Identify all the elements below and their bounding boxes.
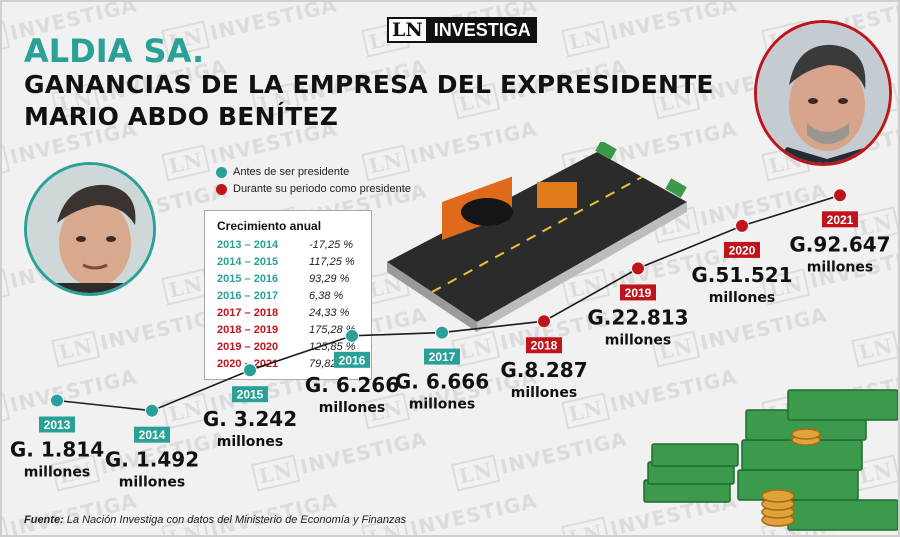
value-label: G. 1.814 (10, 437, 104, 461)
year-tag (39, 416, 75, 433)
growth-period: 2015 – 2016 (217, 273, 279, 285)
portrait-before-icon (24, 162, 156, 296)
year-tag (724, 241, 760, 258)
year-tag (526, 337, 562, 354)
brand-investiga: INVESTIGA (427, 17, 537, 43)
data-point (145, 403, 159, 418)
growth-row: 2014 – 2015 117,25 % (217, 256, 367, 272)
growth-row: 2016 – 2017 6,38 % (217, 290, 367, 306)
year-label: 2018 (531, 339, 558, 353)
title-line-1: GANANCIAS DE LA EMPRESA DEL EXPRESIDENTE (24, 70, 714, 99)
growth-row: 2017 – 2018 24,33 % (217, 307, 367, 323)
value-label: G.22.813 (587, 305, 688, 329)
year-label: 2015 (237, 388, 264, 402)
unit-label: millones (24, 464, 90, 480)
growth-period: 2013 – 2014 (217, 239, 279, 251)
year-label: 2019 (625, 286, 652, 300)
data-point (631, 261, 645, 276)
legend-dot-icon (216, 166, 227, 178)
value-label: G.51.521 (691, 263, 792, 287)
year-tag (822, 211, 858, 228)
title-line-2: MARIO ABDO BENÍTEZ (24, 102, 339, 131)
unit-label: millones (217, 434, 283, 450)
data-point (50, 393, 64, 408)
growth-period: 2019 – 2020 (217, 341, 279, 353)
unit-label: millones (605, 332, 671, 348)
growth-value: 125,85 % (309, 341, 356, 353)
road-construction-icon (387, 142, 687, 332)
year-tag (134, 426, 170, 443)
year-tag (424, 348, 460, 365)
source-note: Fuente: La Nación Investiga con datos de… (24, 514, 406, 526)
growth-table: Crecimiento anual 2013 – 2014 -17,25 % 201… (204, 210, 372, 380)
year-label: 2014 (139, 428, 166, 442)
legend-item-during: Durante su periodo como presidente (216, 183, 411, 195)
year-label: 2020 (729, 243, 756, 257)
data-point (345, 328, 359, 343)
unit-label: millones (807, 259, 873, 275)
growth-row: 2019 – 2020 125,85 % (217, 341, 367, 357)
data-point (833, 188, 847, 203)
company-name: ALDIA SA. (24, 32, 205, 70)
growth-row: 2018 – 2019 175,28 % (217, 324, 367, 340)
value-label: G. 3.242 (203, 407, 297, 431)
value-label: G. 1.492 (105, 448, 199, 472)
year-label: 2013 (44, 418, 71, 432)
unit-label: millones (409, 397, 475, 413)
growth-value: -17,25 % (309, 239, 354, 251)
unit-label: millones (511, 385, 577, 401)
value-label: G.92.647 (789, 232, 890, 256)
unit-label: millones (119, 475, 185, 491)
portrait-during-icon (754, 20, 892, 166)
growth-period: 2014 – 2015 (217, 256, 279, 268)
legend-dot-icon (216, 183, 227, 195)
growth-row: 2013 – 2014 -17,25 % (217, 239, 367, 255)
year-tag (232, 386, 268, 403)
growth-value: 175,28 % (309, 324, 356, 336)
legend-label: Antes de ser presidente (233, 166, 350, 178)
growth-period: 2017 – 2018 (217, 307, 279, 319)
value-label: G. 6.666 (395, 370, 489, 394)
growth-table-title: Crecimiento anual (217, 219, 322, 233)
value-label: G.8.287 (500, 358, 587, 382)
money-stack-icon (643, 389, 898, 531)
data-point (435, 325, 449, 340)
source-label: Fuente: (24, 514, 64, 526)
unit-label: millones (709, 290, 775, 306)
unit-label: millones (319, 400, 385, 416)
growth-value: 24,33 % (309, 307, 350, 319)
source-text: La Nación Investiga con datos del Minist… (66, 514, 407, 526)
year-tag (334, 351, 370, 368)
brand-ln: LN (387, 17, 428, 43)
brand-logo: LN INVESTIGA (387, 17, 537, 43)
data-point (735, 218, 749, 233)
year-tag (620, 284, 656, 301)
legend-label: Durante su periodo como presidente (233, 183, 411, 195)
legend-item-before: Antes de ser presidente (216, 166, 349, 178)
data-point (243, 363, 257, 378)
value-label: G. 6.266 (305, 373, 399, 397)
data-point (537, 314, 551, 329)
growth-value: 117,25 % (309, 256, 355, 268)
growth-value: 6,38 % (309, 290, 344, 302)
year-label: 2017 (429, 350, 456, 364)
year-label: 2016 (339, 353, 366, 367)
year-label: 2021 (827, 213, 854, 227)
growth-period: 2016 – 2017 (217, 290, 279, 302)
growth-row: 2015 – 2016 93,29 % (217, 273, 367, 289)
growth-period: 2018 – 2019 (217, 324, 279, 336)
growth-value: 93,29 % (309, 273, 350, 285)
